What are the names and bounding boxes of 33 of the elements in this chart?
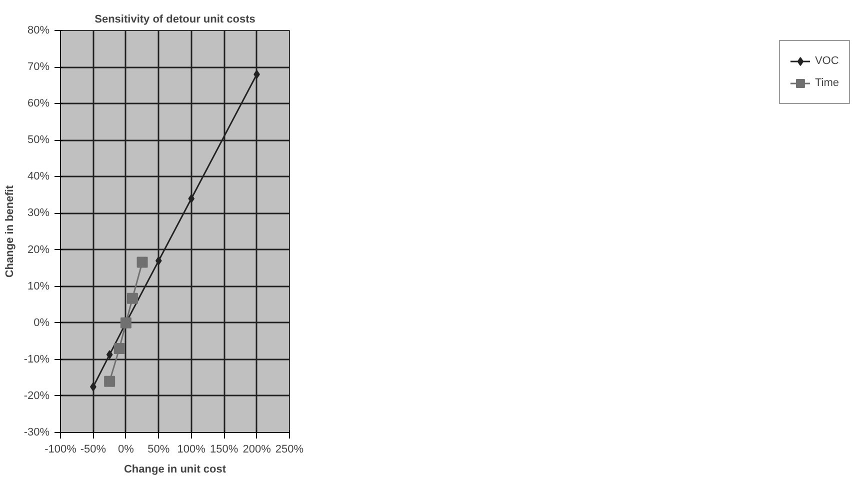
y-tick-label: 40% [27,170,50,183]
point [114,342,125,354]
point [126,292,138,304]
y-tick-label: 80% [27,24,50,36]
y-tick-label: -20% [24,390,50,402]
y-tick-label: 60% [27,98,50,110]
y-tick-label: -30% [24,426,50,438]
y-tick-label: 10% [27,280,50,292]
x-tick-label: 250% [275,444,304,456]
x-tick-label: -50% [80,444,106,456]
legend-label: VOC [814,55,839,67]
chart-title: Sensitivity of detour unit costs [94,14,256,26]
y-tick-label: 50% [27,134,50,146]
point [104,376,116,387]
y-tick-label: 20% [27,244,50,256]
legend-label: Time [814,77,839,89]
point [106,350,113,360]
point [136,256,148,268]
x-tick-label: 150% [210,444,238,456]
x-tick-label: 50% [148,444,170,456]
x-axis-title: Change in unit cost [124,464,226,476]
y-axis-title: Change in benefit [4,185,16,278]
y-tick-label: 0% [34,316,50,329]
point [120,317,132,328]
y-tick-label: 70% [27,61,50,74]
point [188,194,195,204]
y-tick-label: -10% [24,353,50,366]
x-tick-label: 200% [242,444,272,456]
point [155,256,162,266]
x-tick-label: 100% [177,444,206,456]
y-tick-label: 30% [27,207,50,220]
x-tick-label: -100% [44,444,77,456]
x-tick-label: 0% [118,444,134,456]
